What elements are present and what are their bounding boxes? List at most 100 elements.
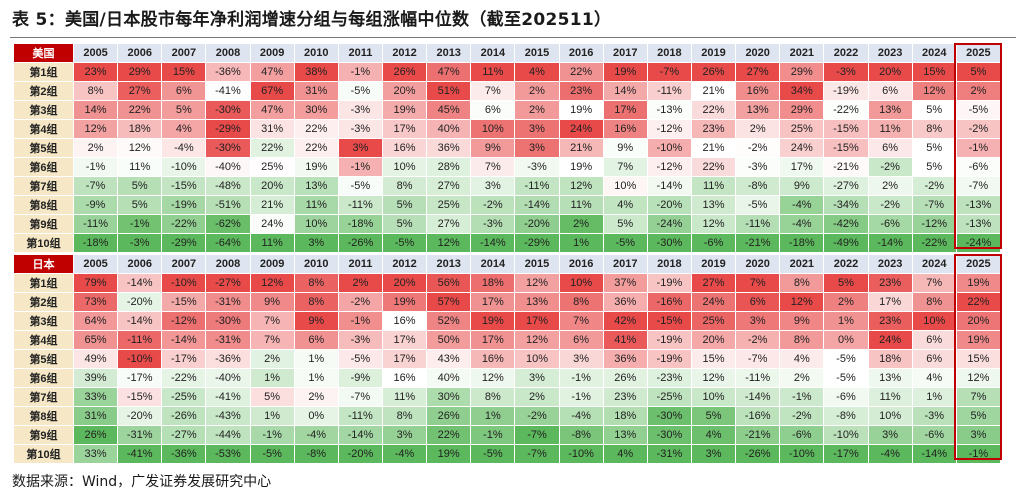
value-cell: 22%	[690, 157, 737, 177]
value-cell: 17%	[381, 349, 428, 369]
value-cell: 19%	[558, 157, 604, 177]
value-cell: 14%	[602, 81, 648, 101]
table-row: 第10组 33% -41% -36% -53% -5% -8% -20% -4% 19% -5% -7…	[13, 444, 1002, 464]
value-cell: 20%	[249, 176, 295, 196]
year-header-2008: 2008	[205, 254, 251, 274]
value-cell: 2%	[867, 176, 913, 196]
value-cell: 6%	[867, 81, 913, 101]
value-cell: 7%	[470, 81, 516, 101]
value-cell: 20%	[381, 81, 428, 101]
value-cell: 9%	[470, 138, 516, 158]
value-cell: 20%	[381, 273, 428, 293]
value-cell: 26%	[381, 62, 428, 82]
value-cell: 33%	[72, 444, 119, 464]
value-cell: 28%	[426, 157, 472, 177]
value-cell: -13%	[955, 195, 1002, 215]
group-label: 第10组	[13, 444, 74, 464]
value-cell: -11%	[735, 214, 781, 234]
value-cell: 10%	[293, 214, 339, 234]
value-cell: 25%	[249, 157, 295, 177]
value-cell: -5%	[249, 444, 295, 464]
value-cell: 13%	[293, 176, 339, 196]
value-cell: -22%	[823, 100, 869, 120]
value-cell: 17%	[867, 292, 913, 312]
year-header-2023: 2023	[867, 43, 913, 63]
value-cell: -7%	[72, 176, 119, 196]
value-cell: 18%	[117, 119, 163, 139]
value-cell: 9%	[249, 292, 295, 312]
value-cell: -14%	[514, 195, 560, 215]
value-cell: 2%	[514, 387, 560, 407]
value-cell: 12%	[470, 368, 516, 388]
value-cell: -14%	[470, 233, 516, 253]
value-cell: 16%	[381, 368, 428, 388]
group-label: 第10组	[13, 233, 74, 253]
value-cell: -22%	[911, 233, 957, 253]
table-row: 第3组 14% 22% 5% -30% 47% 30% -3% 19% 45% 6% 2% 19% 17%…	[13, 100, 1002, 120]
value-cell: 65%	[72, 330, 119, 350]
us-market-label: 美国	[13, 43, 74, 63]
year-header-2016: 2016	[558, 254, 604, 274]
year-header-2012: 2012	[381, 254, 428, 274]
year-header-2005: 2005	[72, 254, 119, 274]
us-header-row: 美国 2005 2006 2007 2008 2009 2010 2011 2012 2013 20…	[13, 43, 1002, 63]
value-cell: 18%	[867, 349, 913, 369]
value-cell: -1%	[249, 425, 295, 445]
value-cell: 4%	[161, 119, 207, 139]
value-cell: 13%	[514, 292, 560, 312]
value-cell: -6%	[867, 214, 913, 234]
value-cell: 4%	[690, 425, 737, 445]
year-header-2020: 2020	[735, 254, 781, 274]
value-cell: 3%	[558, 349, 604, 369]
value-cell: -44%	[205, 425, 251, 445]
value-cell: 24%	[867, 330, 913, 350]
value-cell: 11%	[117, 157, 163, 177]
value-cell: 10%	[470, 119, 516, 139]
value-cell: 4%	[602, 195, 648, 215]
value-cell: 47%	[249, 100, 295, 120]
value-cell: 23%	[602, 387, 648, 407]
year-header-2013: 2013	[426, 43, 472, 63]
year-header-2020: 2020	[735, 43, 781, 63]
value-cell: -10%	[161, 157, 207, 177]
value-cell: -1%	[337, 157, 383, 177]
value-cell: 20%	[690, 330, 737, 350]
table-row: 第1组 79% -14% -10% -27% 12% 8% 2% 20% 56% 18% 12% 10%…	[13, 273, 1002, 293]
value-cell: -1%	[72, 157, 119, 177]
value-cell: 23%	[72, 62, 119, 82]
value-cell: -2%	[867, 157, 913, 177]
value-cell: -36%	[205, 349, 251, 369]
value-cell: -31%	[205, 330, 251, 350]
value-cell: 56%	[426, 273, 472, 293]
value-cell: -16%	[735, 406, 781, 426]
value-cell: 2%	[514, 100, 560, 120]
value-cell: -2%	[955, 119, 1002, 139]
value-cell: -14%	[161, 330, 207, 350]
group-label: 第7组	[13, 387, 74, 407]
value-cell: -29%	[514, 233, 560, 253]
value-cell: 22%	[249, 138, 295, 158]
value-cell: 5%	[911, 138, 957, 158]
value-cell: -1%	[337, 311, 383, 331]
value-cell: -11%	[735, 368, 781, 388]
value-cell: 57%	[426, 292, 472, 312]
value-cell: -6%	[690, 233, 737, 253]
value-cell: 3%	[735, 311, 781, 331]
value-cell: -22%	[161, 368, 207, 388]
value-cell: 8%	[779, 330, 825, 350]
value-cell: 27%	[690, 273, 737, 293]
value-cell: 14%	[72, 100, 119, 120]
value-cell: -5%	[955, 100, 1002, 120]
value-cell: -7%	[337, 387, 383, 407]
value-cell: -3%	[337, 119, 383, 139]
value-cell: 8%	[911, 119, 957, 139]
value-cell: -27%	[161, 425, 207, 445]
value-cell: 5%	[911, 157, 957, 177]
group-label: 第9组	[13, 214, 74, 234]
value-cell: 67%	[249, 81, 295, 101]
value-cell: 3%	[690, 444, 737, 464]
value-cell: -6%	[911, 425, 957, 445]
value-cell: -41%	[205, 387, 251, 407]
year-header-2019: 2019	[690, 43, 737, 63]
value-cell: 19%	[381, 100, 428, 120]
